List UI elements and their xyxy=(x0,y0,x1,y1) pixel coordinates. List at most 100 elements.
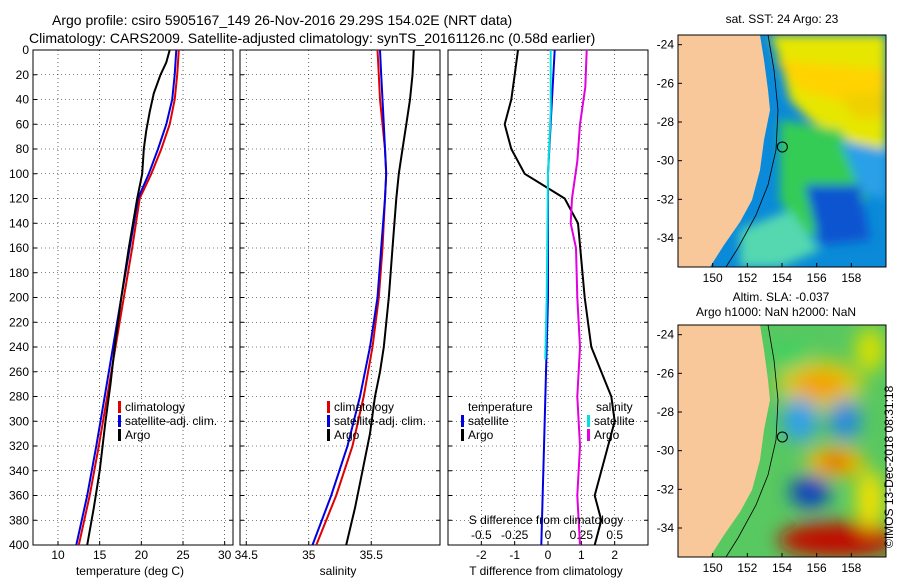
map-lat-label: -28 xyxy=(657,115,675,129)
x-tick-label: -1 xyxy=(509,548,520,562)
t-difference-axis-label: T difference from climatology xyxy=(469,564,623,578)
depth-tick-label: 360 xyxy=(9,489,29,503)
sst-land xyxy=(678,35,770,267)
depth-tick-label: 320 xyxy=(9,439,29,453)
depth-tick-label: 280 xyxy=(9,390,29,404)
depth-tick-label: 100 xyxy=(9,167,29,181)
x-tick-label: 20 xyxy=(135,548,149,562)
sst-argo-marker xyxy=(776,141,788,153)
sla-isobath xyxy=(725,325,779,557)
legend-t-satellite-label: satellite xyxy=(468,414,509,428)
legend-t-satellite-swatch xyxy=(461,415,464,427)
legend-salinity-title: salinity xyxy=(596,400,633,414)
x-tick-label: 2 xyxy=(611,548,618,562)
map-lon-label: 152 xyxy=(737,271,757,285)
legend-s-climatology-label: climatology xyxy=(334,400,394,414)
legend-s-sat-label: satellite xyxy=(594,414,635,428)
depth-tick-label: 140 xyxy=(9,216,29,230)
temperature-panel: 0 20 40 60 80 100 120 140 160 180 200 220 240 260 280 3… xyxy=(9,43,234,578)
sla-map: Altim. SLA: -0.037 Argo h1000: NaN h2000… xyxy=(657,290,887,575)
difference-legend-temperature: temperature satellite Argo xyxy=(461,400,533,442)
sla-map-field xyxy=(678,325,886,557)
ds-argo-line xyxy=(569,50,588,545)
temp-argo-line xyxy=(86,50,171,545)
salinity-panel: 34.5 35 35.5 climatology satellite-adj. cl… xyxy=(235,49,441,578)
sla-map-title-1: Altim. SLA: -0.037 xyxy=(733,290,830,304)
difference-legend-salinity: salinity satellite Argo xyxy=(587,400,635,442)
depth-tick-label: 240 xyxy=(9,340,29,354)
map-lat-label: -24 xyxy=(657,328,675,342)
map-lat-label: -32 xyxy=(657,192,675,206)
map-lon-label: 154 xyxy=(772,271,792,285)
sla-land xyxy=(678,325,770,557)
x-tick-label: 35.5 xyxy=(360,548,384,562)
map-lat-label: -34 xyxy=(657,521,675,535)
depth-tick-label: 400 xyxy=(9,538,29,552)
map-lon-label: 158 xyxy=(841,271,861,285)
map-lat-label: -32 xyxy=(657,482,675,496)
legend-s-argo-label: Argo xyxy=(594,428,620,442)
imos-credit: ©IMOS 13-Dec-2018 08:31:18 xyxy=(882,385,896,548)
sst-map: sat. SST: 24 Argo: 23 150 152 154 156 158 -24… xyxy=(657,12,887,285)
salinity-legend: climatology satellite-adj. clim. Argo xyxy=(327,400,426,442)
depth-tick-label: 200 xyxy=(9,291,29,305)
sal-satellite-line xyxy=(311,50,388,545)
x-tick-label: 30 xyxy=(218,548,232,562)
salinity-series xyxy=(311,50,415,545)
sst-map-ticks: 150 152 154 156 158 -24 -26 -28 -30 -32 -34 xyxy=(657,38,862,285)
x-tick-label: 1 xyxy=(578,548,585,562)
depth-tick-label: 260 xyxy=(9,365,29,379)
x-tick-label: 10 xyxy=(51,548,65,562)
legend-s-argo-label: Argo xyxy=(334,428,360,442)
legend-s-climatology-swatch xyxy=(327,401,330,413)
s-difference-axis-label: S difference from climatology xyxy=(469,513,624,527)
sla-map-ticks: 150 152 154 156 158 -24 -26 -28 -30 -32 -34 xyxy=(657,328,862,575)
map-lon-label: 150 xyxy=(703,271,723,285)
depth-tick-label: 380 xyxy=(9,513,29,527)
difference-series xyxy=(503,50,616,545)
s-diff-tick-label: 0 xyxy=(545,528,552,542)
s-diff-tick-label: -0.5 xyxy=(471,528,492,542)
depth-tick-label: 20 xyxy=(16,68,30,82)
temp-climatology-line xyxy=(77,50,180,545)
depth-tick-label: 340 xyxy=(9,464,29,478)
depth-tick-label: 80 xyxy=(16,142,30,156)
temperature-gridlines xyxy=(33,49,233,546)
title-line-1: Argo profile: csiro 5905167_149 26-Nov-2… xyxy=(52,12,512,28)
map-lat-label: -28 xyxy=(657,405,675,419)
s-difference-axis-ticks: -0.5 -0.25 0 0.25 0.5 xyxy=(471,528,623,542)
legend-temperature-title: temperature xyxy=(468,400,533,414)
legend-t-argo-swatch xyxy=(461,429,464,441)
legend-s-sat-swatch xyxy=(587,415,590,427)
depth-tick-label: 0 xyxy=(22,43,29,57)
temperature-series xyxy=(75,50,180,545)
sla-map-title-2: Argo h1000: NaN h2000: NaN xyxy=(696,305,856,319)
legend-satellite-label: satellite-adj. clim. xyxy=(125,414,217,428)
legend-s-satellite-swatch xyxy=(327,415,330,427)
salinity-axis-ticks: 34.5 35 35.5 xyxy=(235,541,384,562)
x-tick-label: 15 xyxy=(93,548,107,562)
difference-panel: -2 -1 0 1 2 -0.5 -0.25 0 0.25 0.5 temperature sa… xyxy=(447,49,649,578)
map-lon-label: 156 xyxy=(807,561,827,575)
sst-isobath xyxy=(725,35,779,267)
temperature-axis-label: temperature (deg C) xyxy=(76,564,184,578)
map-lat-label: -26 xyxy=(657,366,675,380)
legend-climatology-swatch xyxy=(118,401,121,413)
x-tick-label: 34.5 xyxy=(235,548,259,562)
legend-s-argo-swatch xyxy=(587,429,590,441)
map-lon-label: 158 xyxy=(841,561,861,575)
legend-s-satellite-label: satellite-adj. clim. xyxy=(334,414,426,428)
map-lat-label: -30 xyxy=(657,154,675,168)
legend-satellite-swatch xyxy=(118,415,121,427)
x-tick-label: 35 xyxy=(302,548,316,562)
temperature-legend: climatology satellite-adj. clim. Argo xyxy=(118,400,217,442)
x-tick-label: 25 xyxy=(176,548,190,562)
map-lon-label: 150 xyxy=(703,561,723,575)
map-lon-label: 156 xyxy=(807,271,827,285)
sst-map-title: sat. SST: 24 Argo: 23 xyxy=(726,12,839,26)
temperature-axis-ticks: 10 15 20 25 30 xyxy=(51,541,232,562)
map-lat-label: -30 xyxy=(657,444,675,458)
legend-s-argo-swatch xyxy=(327,429,330,441)
x-tick-label: 0 xyxy=(545,548,552,562)
